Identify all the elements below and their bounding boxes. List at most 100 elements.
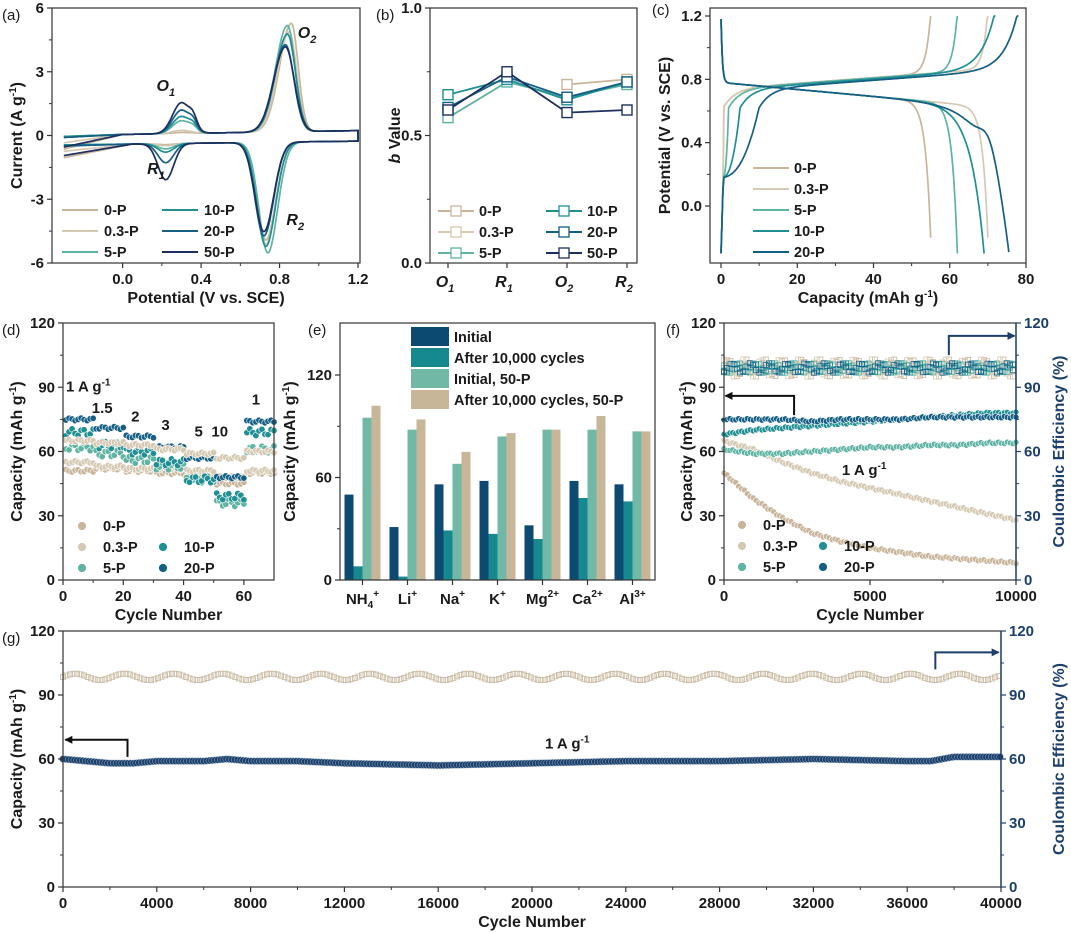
ce-point-0.3-P (952, 373, 959, 379)
bar-3-3 (506, 433, 516, 580)
ce-point-20-P (904, 369, 910, 376)
ce-point-0.3-P (788, 370, 795, 377)
y-axis-title-g: Capacity (mAh g-1) (8, 689, 26, 829)
ce-point-5-P (865, 360, 872, 367)
ce-point (992, 674, 999, 681)
ce-point-10-P (891, 367, 898, 374)
ce-point (985, 676, 992, 683)
ce-point-10-P (817, 368, 824, 375)
bar-2-0 (434, 484, 444, 580)
legend-label-0.3-P: 0.3-P (103, 540, 138, 556)
y-right-axis-title-g: Coulombic Efficiency (%) (1051, 663, 1068, 855)
y-tick-label: 60 (699, 444, 716, 461)
ce-point (988, 675, 995, 682)
ce-point-0.3-P (852, 359, 859, 366)
ce-point (327, 672, 334, 679)
x-tick-label: 40 (865, 271, 882, 288)
ce-point (928, 676, 935, 683)
rate-label: 1 A g-1 (66, 378, 111, 396)
ce-point-0-P (827, 373, 833, 380)
ce-point (457, 672, 464, 679)
legend-label-3: After 10,000 cycles, 50-P (454, 393, 624, 409)
ce-point-10-P (746, 364, 753, 371)
ce-point (249, 676, 256, 683)
ce-point-0.3-P (997, 356, 1004, 363)
ce-point-20-P (791, 369, 798, 376)
ce-point (735, 677, 742, 684)
bar-1-2 (407, 429, 417, 580)
ce-point (745, 674, 752, 681)
legend-label-20-P: 20-P (204, 224, 235, 240)
ce-point (88, 675, 95, 682)
ce-point (548, 674, 555, 681)
ce-point-5-P (839, 368, 846, 374)
y-right-axis-title-f: Coulombic Efficiency (%) (1051, 355, 1068, 547)
ce-point-0.3-P (730, 373, 737, 380)
rate-point-5-P (65, 446, 73, 454)
ce-point-0.3-P (859, 373, 866, 380)
x-axis-title-f: Cycle Number (816, 607, 924, 624)
ce-point-0-P (945, 356, 952, 363)
ce-point-0.3-P (724, 359, 731, 366)
x-tick-label: 0 (717, 271, 725, 288)
ce-point-10-P (881, 361, 888, 368)
ce-point-20-P (862, 365, 869, 372)
b-marker-50-P (501, 66, 513, 78)
ce-point (387, 676, 394, 683)
ce-point-10-P (971, 360, 978, 367)
ce-point (211, 672, 218, 679)
x-tick-label: 0 (59, 895, 67, 912)
ce-point-20-P (917, 365, 923, 372)
bar-4-2 (542, 429, 552, 580)
panel-a-cv-curves: (a) 0.0 0.4 0.8 1.2 6 3 0 -3 -6 Potential (V vs. S… (2, 0, 368, 307)
ce-point-10-P (756, 366, 763, 373)
discharge-curve-20-P (720, 19, 1010, 253)
ce-point-10-P (945, 368, 952, 375)
ce-point-10-P (955, 362, 962, 369)
ce-point-10-P (843, 360, 849, 367)
ce-point (415, 670, 422, 677)
ce-point (109, 673, 116, 680)
ce-point-20-P (865, 369, 872, 376)
ce-point-20-P (952, 363, 959, 369)
ce-point (190, 676, 197, 683)
ce-point-20-P (872, 363, 878, 370)
ce-point-10-P (949, 363, 955, 370)
ce-point (285, 675, 292, 682)
bar-1-1 (398, 576, 408, 580)
bar-1-0 (389, 527, 399, 580)
ce-point-20-P (984, 360, 991, 367)
ce-point-20-P (965, 361, 972, 368)
legend-swatch-0 (411, 327, 449, 346)
ce-point-5-P (968, 367, 975, 374)
ce-point (876, 676, 883, 682)
ce-point (531, 675, 538, 682)
ce-point (443, 676, 450, 683)
ce-point (232, 674, 239, 681)
ce-point (193, 677, 200, 683)
ce-point (369, 670, 376, 677)
panel-label-a: (a) (2, 7, 20, 24)
ce-point (482, 675, 489, 682)
ce-point (707, 671, 714, 677)
ce-point (869, 673, 875, 680)
ce-point (137, 675, 144, 682)
ce-point-0.3-P (823, 373, 830, 379)
panel-label-g: (g) (2, 630, 20, 647)
ce-point (615, 670, 622, 677)
rate-point-20-P (240, 474, 248, 482)
ce-point-10-P (743, 368, 750, 375)
y-tick-label: 30 (38, 508, 55, 525)
ce-point (112, 672, 119, 679)
ce-point-5-P (794, 363, 801, 370)
ce-point-0-P (881, 373, 888, 380)
legend-swatch-3 (411, 390, 449, 409)
peak-label: O2 (298, 25, 317, 46)
ce-point (900, 671, 907, 678)
ce-point-5-P (801, 369, 808, 376)
ce-point-20-P (891, 362, 898, 368)
y-tick-label: 120 (691, 315, 716, 332)
ce-point (731, 676, 738, 683)
ce-point (717, 671, 724, 678)
ce-point-0-P (743, 356, 750, 363)
